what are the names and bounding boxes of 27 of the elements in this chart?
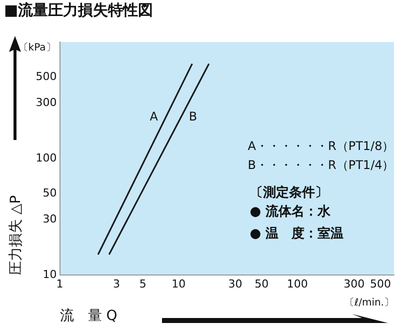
x-tick-label: 30 [228,277,242,290]
annotation: ● 流体名：水 [250,203,332,220]
y-tick-label: 300 [36,96,57,109]
annotation: A・・・・・・R（PT1/8） [248,139,394,154]
annotation: ● 温 度：室温 [250,225,344,242]
x-tick-label: 500 [370,277,391,290]
x-axis-title: 流 量 Q [60,308,118,324]
series-label: A [150,109,159,124]
text: 〔ℓ/min.〕 [344,296,394,309]
chart-title: ■流量圧力損失特性図 [4,0,154,19]
y-tick-label: 10 [42,268,57,281]
y-axis-title: 圧力損失 △P [8,195,24,275]
x-tick-label: 100 [286,277,308,290]
y-tick-label: 50 [42,186,57,200]
x-tick-label: 3 [112,277,120,290]
annotation: B・・・・・・R（PT1/4） [248,158,394,172]
x-tick-label: 1 [56,277,64,290]
text: 〔kPa〕 [18,42,56,54]
x-tick-label: 10 [172,277,186,290]
x-tick-label: 300 [344,277,365,290]
y-tick-label: 100 [36,151,57,164]
annotation: 〔測定条件〕 [250,184,328,200]
series-label: B [188,109,198,124]
x-tick-label: 50 [254,277,269,290]
x-tick-label: 5 [139,277,146,290]
y-tick-label: 500 [36,70,57,83]
y-tick-label: 30 [42,212,57,226]
